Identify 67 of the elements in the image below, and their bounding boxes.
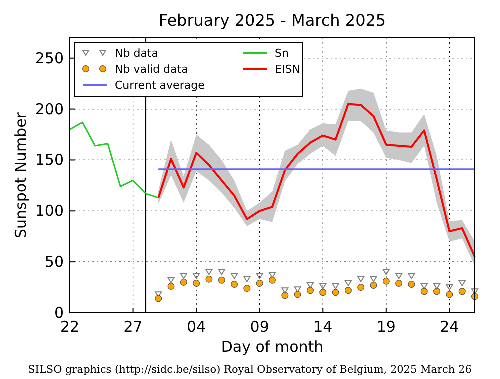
- point: [396, 280, 403, 287]
- point: [408, 280, 416, 288]
- text: SILSO graphics (http://sidc.be/silso) Royal Observatory of Belgium, 2025 March 26: [28, 364, 472, 376]
- legend-label: Sn: [275, 47, 289, 60]
- legend-label: Nb valid data: [115, 63, 188, 76]
- legend-label: Nb data: [115, 47, 158, 60]
- point: [382, 269, 390, 276]
- point: [320, 284, 327, 290]
- y-tick-label: 100: [35, 202, 64, 220]
- legend-label: Current average: [115, 79, 206, 92]
- x-tick-label: 14: [314, 318, 333, 336]
- point: [344, 280, 352, 286]
- x-tick-label: 19: [376, 318, 396, 336]
- point: [256, 273, 264, 280]
- point: [206, 276, 213, 283]
- point: [332, 284, 340, 290]
- point: [332, 289, 340, 296]
- point: [168, 283, 175, 290]
- point: [231, 273, 238, 280]
- line-series: [69, 122, 160, 199]
- point: [408, 273, 416, 280]
- point: [446, 291, 454, 298]
- point: [382, 278, 390, 285]
- point: [155, 295, 162, 302]
- y-tick-label: 250: [35, 49, 64, 68]
- point: [458, 280, 466, 286]
- point: [193, 273, 200, 280]
- point: [358, 284, 365, 292]
- point: [180, 278, 188, 286]
- x-axis-title: Day of month: [221, 338, 324, 356]
- y-tick-label: 200: [35, 100, 64, 118]
- point: [458, 288, 466, 296]
- point: [180, 273, 188, 280]
- point: [256, 280, 264, 287]
- point: [269, 276, 276, 284]
- point: [218, 269, 226, 276]
- point: [218, 276, 226, 284]
- point: [320, 289, 327, 296]
- x-tick-label: 09: [250, 318, 270, 336]
- point: [294, 286, 302, 293]
- point: [370, 276, 378, 282]
- point: [282, 292, 289, 300]
- x-tick-label: 24: [440, 318, 460, 336]
- point: [370, 282, 378, 289]
- point: [306, 287, 314, 294]
- point: [306, 282, 314, 288]
- point: [358, 276, 365, 282]
- y-tick-label: 50: [44, 253, 64, 272]
- x-tick-label: 27: [124, 318, 143, 336]
- y-axis-title: Sunspot Number: [12, 112, 30, 238]
- point: [282, 288, 289, 294]
- point: [294, 291, 302, 298]
- point: [231, 280, 238, 288]
- point: [420, 288, 428, 296]
- point: [434, 288, 441, 296]
- point: [206, 269, 213, 276]
- point: [396, 273, 403, 280]
- x-tick-label: 04: [187, 318, 206, 336]
- y-tick-label: 150: [35, 151, 64, 170]
- legend-label: EISN: [275, 63, 300, 76]
- point: [344, 287, 352, 294]
- chart-title: February 2025 - March 2025: [158, 11, 386, 30]
- point: [446, 284, 454, 291]
- point: [244, 285, 251, 292]
- point: [193, 280, 200, 287]
- point: [168, 277, 175, 284]
- point: [244, 276, 251, 282]
